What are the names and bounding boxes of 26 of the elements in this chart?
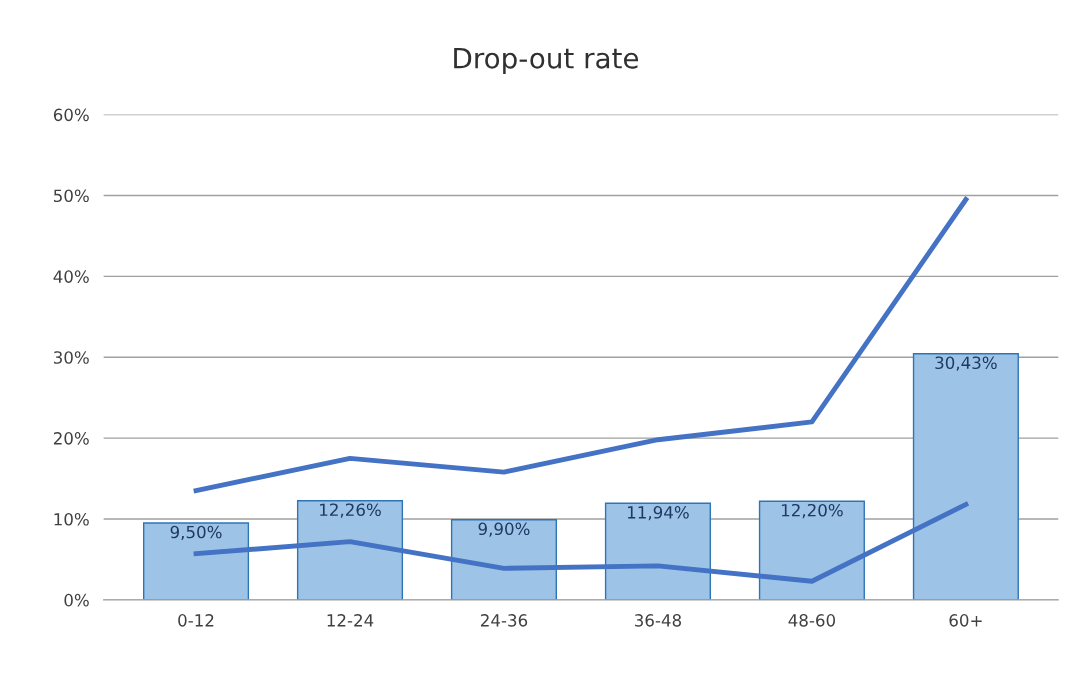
x-tick-label: 60+ [949, 614, 982, 627]
data-label: 12,26% [320, 503, 381, 518]
bar [912, 353, 1019, 600]
x-tick-label: 0-12 [178, 614, 214, 627]
data-label: 12,20% [781, 503, 843, 519]
data-label: 11,94% [628, 506, 689, 521]
data-label: 9,50% [170, 525, 222, 541]
y-tick-label: 0% [64, 593, 89, 607]
x-tick-label: 36-48 [635, 614, 682, 627]
bar [604, 502, 711, 600]
y-tick-label: 30% [53, 351, 89, 364]
x-tick-label: 24-36 [480, 614, 528, 627]
bar [450, 519, 558, 600]
y-tick-label: 20% [53, 432, 89, 445]
y-tick-label: 40% [53, 270, 89, 283]
bar [142, 522, 250, 600]
x-tick-label: 12-24 [327, 614, 374, 627]
y-tick-label: 50% [54, 189, 89, 203]
bar [296, 500, 404, 600]
data-label: 30,43% [935, 356, 997, 371]
data-label: 9,90% [478, 522, 530, 537]
y-tick-label: 60% [53, 108, 89, 122]
y-tick-label: 10% [54, 512, 89, 526]
x-tick-label: 48-60 [788, 614, 836, 627]
bar [758, 500, 865, 600]
chart-title: Drop-out rate [454, 48, 639, 75]
